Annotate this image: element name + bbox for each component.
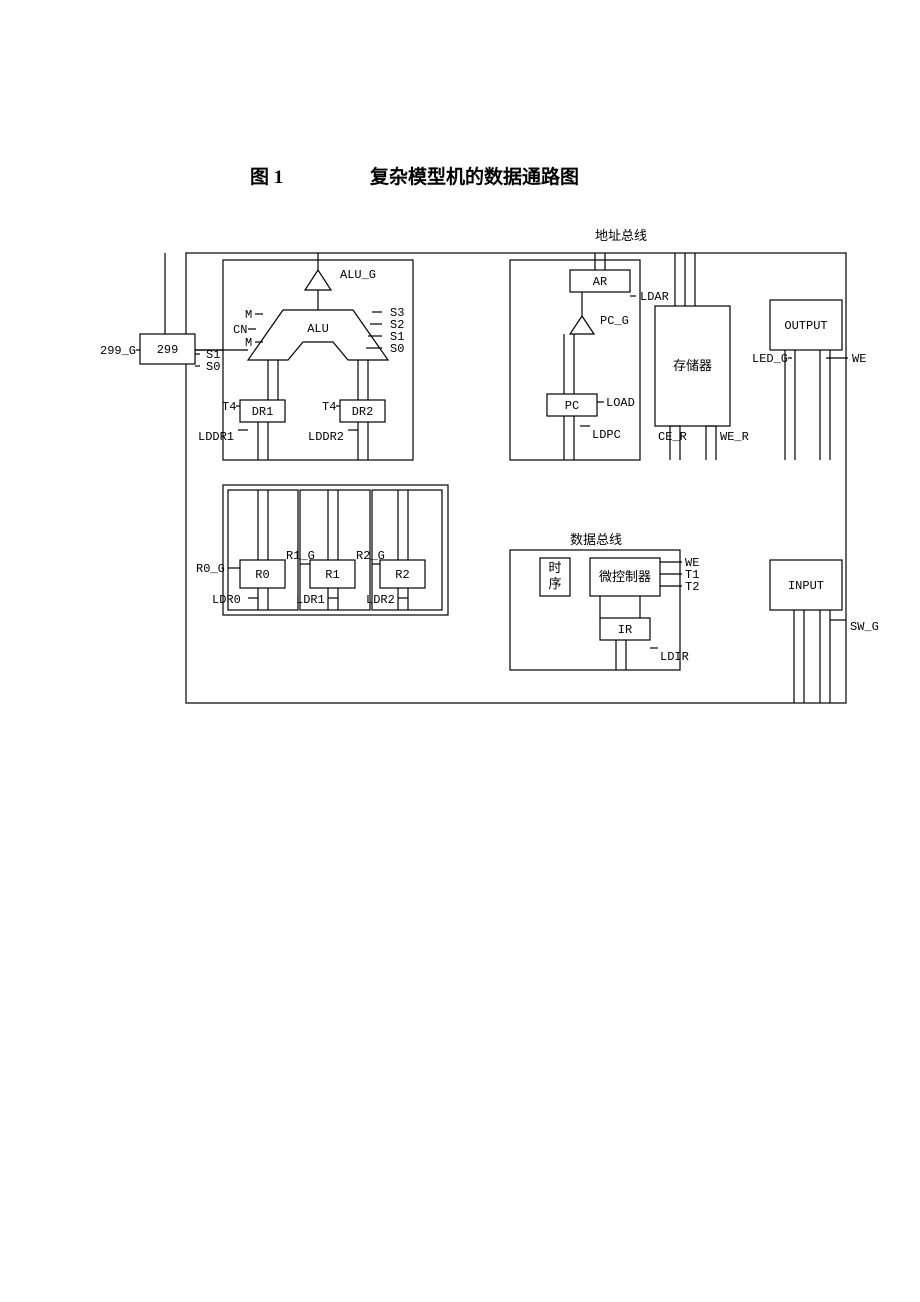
pin-label-LDIR: LDIR [660, 650, 689, 664]
pin-label-M: M [245, 308, 252, 322]
pin-label-CN: CN [233, 323, 247, 337]
node-label-input: INPUT [788, 579, 824, 593]
pin-label-299_G: 299_G [100, 344, 136, 358]
node-label-clock: 序 [548, 576, 561, 591]
label-pc-g: PC_G [600, 314, 629, 328]
pin-label-LOAD: LOAD [606, 396, 635, 410]
node-label-alu: ALU [307, 322, 329, 336]
pin-label-T4: T4 [222, 400, 236, 414]
pin-label-S0: S0 [206, 360, 220, 374]
node-label-r0: R0 [255, 568, 269, 582]
pin-label-LDR0: LDR0 [212, 593, 241, 607]
pin-label-R0_G: R0_G [196, 562, 225, 576]
pin-label-LDDR1: LDDR1 [198, 430, 234, 444]
node-label-r2: R2 [395, 568, 409, 582]
pin-label-R1_G: R1_G [286, 549, 315, 563]
pin-label-T4: T4 [322, 400, 336, 414]
pin-label-LDDR2: LDDR2 [308, 430, 344, 444]
node-label-output: OUTPUT [784, 319, 827, 333]
node-label-r1: R1 [325, 568, 339, 582]
node-label-dr2: DR2 [352, 405, 374, 419]
pin-label-LDAR: LDAR [640, 290, 669, 304]
pin-label-LED_G: LED_G [752, 352, 788, 366]
label-alu-g: ALU_G [340, 268, 376, 282]
node-label-clock: 时 [548, 560, 561, 575]
datapath-diagram: ALU ALU_G PC_G 299 DR1 DR2 R0 R1 R2 AR PC 存储器 OUTPUT… [0, 0, 920, 1302]
pin-label-R2_G: R2_G [356, 549, 385, 563]
label-addr-bus: 地址总线 [595, 228, 647, 243]
node-label-dr1: DR1 [252, 405, 274, 419]
node-label-uctrl: 微控制器 [599, 569, 651, 584]
pin-label-LDR1: LDR1 [296, 593, 325, 607]
node-label-mem: 存储器 [673, 358, 712, 373]
pin-label-SW_G: SW_G [850, 620, 879, 634]
pin-label-LDR2: LDR2 [366, 593, 395, 607]
pin-label-WE: WE [852, 352, 866, 366]
node-label-ar: AR [593, 275, 607, 289]
label-data-bus: 数据总线 [570, 532, 622, 547]
pin-label-CE_R: CE_R [658, 430, 687, 444]
node-label-pc: PC [565, 399, 579, 413]
pin-label-T2: T2 [685, 580, 699, 594]
node-label-ir: IR [618, 623, 632, 637]
pin-label-S0: S0 [390, 342, 404, 356]
pin-label-LDPC: LDPC [592, 428, 621, 442]
pin-label-WE_R: WE_R [720, 430, 749, 444]
node-label-b299: 299 [157, 343, 179, 357]
pin-label-M: M [245, 336, 252, 350]
